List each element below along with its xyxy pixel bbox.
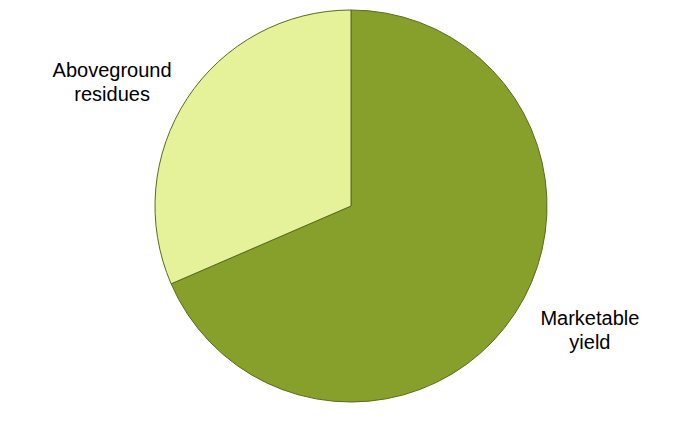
slice-label: Marketableyield xyxy=(540,307,639,353)
chart: Marketableyield Abovegroundresidues xyxy=(0,0,700,428)
slices xyxy=(155,10,547,402)
pie-slice xyxy=(155,10,351,284)
labels: Marketableyield Abovegroundresidues xyxy=(53,59,640,353)
slice-label: Abovegroundresidues xyxy=(53,59,172,105)
